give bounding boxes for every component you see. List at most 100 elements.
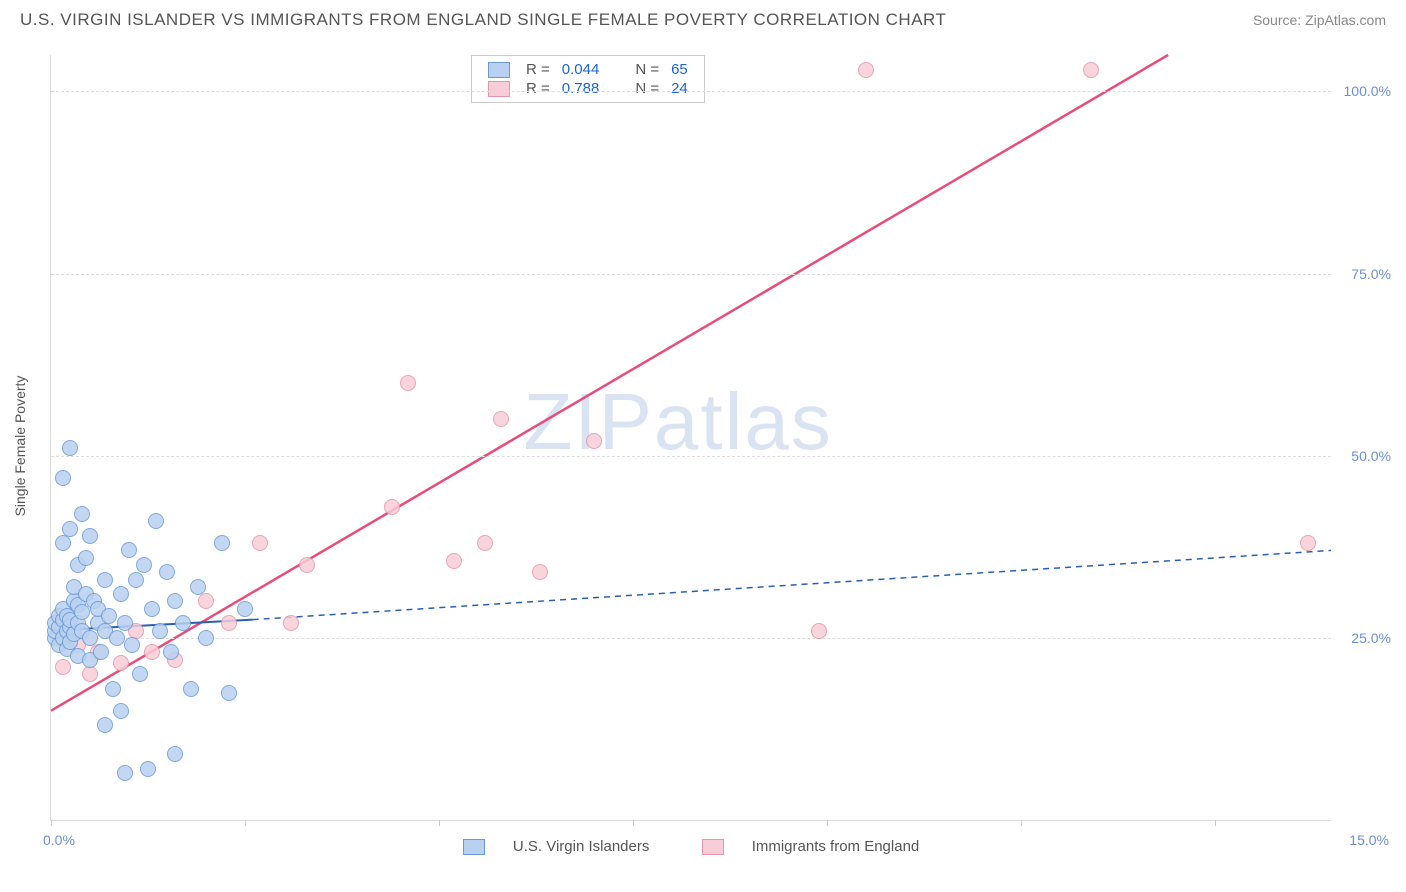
scatter-point-a — [113, 703, 129, 719]
watermark: ZIPatlas — [523, 376, 832, 468]
scatter-point-b — [493, 411, 509, 427]
scatter-point-a — [183, 681, 199, 697]
scatter-point-a — [82, 630, 98, 646]
n-label: N = — [629, 79, 665, 98]
ytick-label: 75.0% — [1336, 266, 1391, 282]
watermark-zip: ZIP — [523, 377, 653, 466]
scatter-point-b — [221, 615, 237, 631]
scatter-point-a — [74, 506, 90, 522]
swatch-a-icon — [463, 839, 485, 855]
xtick-mark — [1215, 820, 1216, 826]
legend-item-a: U.S. Virgin Islanders — [451, 838, 662, 855]
scatter-point-b — [55, 659, 71, 675]
scatter-point-a — [221, 685, 237, 701]
scatter-point-a — [97, 572, 113, 588]
r-label: R = — [520, 60, 556, 79]
scatter-point-a — [140, 761, 156, 777]
scatter-point-a — [136, 557, 152, 573]
series-legend: U.S. Virgin Islanders Immigrants from En… — [51, 838, 1331, 855]
scatter-point-a — [190, 579, 206, 595]
scatter-point-a — [163, 644, 179, 660]
scatter-point-a — [55, 535, 71, 551]
scatter-point-a — [148, 513, 164, 529]
scatter-point-a — [167, 746, 183, 762]
scatter-point-a — [97, 717, 113, 733]
scatter-point-a — [159, 564, 175, 580]
legend-row-b: R = 0.788 N = 24 — [482, 79, 694, 98]
xtick-mark — [827, 820, 828, 826]
legend-label-a: U.S. Virgin Islanders — [513, 838, 649, 855]
legend-row-a: R = 0.044 N = 65 — [482, 60, 694, 79]
r-value-a: 0.044 — [556, 60, 606, 79]
scatter-point-a — [121, 542, 137, 558]
scatter-point-a — [132, 666, 148, 682]
xtick-mark — [245, 820, 246, 826]
scatter-point-b — [477, 535, 493, 551]
gridline — [51, 638, 1331, 639]
scatter-point-b — [400, 375, 416, 391]
xtick-mark — [51, 820, 52, 826]
scatter-point-b — [384, 499, 400, 515]
scatter-point-b — [532, 564, 548, 580]
n-label: N = — [629, 60, 665, 79]
gridline — [51, 274, 1331, 275]
scatter-point-b — [82, 666, 98, 682]
scatter-point-b — [283, 615, 299, 631]
swatch-a-icon — [488, 62, 510, 78]
scatter-point-b — [113, 655, 129, 671]
scatter-point-a — [105, 681, 121, 697]
scatter-point-b — [811, 623, 827, 639]
n-value-b: 24 — [665, 79, 694, 98]
xtick-mark — [633, 820, 634, 826]
scatter-point-b — [446, 553, 462, 569]
gridline — [51, 91, 1331, 92]
scatter-plot: ZIPatlas R = 0.044 N = 65 R = 0.788 N = … — [50, 55, 1331, 821]
scatter-point-a — [113, 586, 129, 602]
xtick-label: 15.0% — [1349, 832, 1389, 848]
scatter-point-b — [586, 433, 602, 449]
scatter-point-a — [144, 601, 160, 617]
correlation-legend: R = 0.044 N = 65 R = 0.788 N = 24 — [471, 55, 705, 103]
n-value-a: 65 — [665, 60, 694, 79]
scatter-point-a — [78, 550, 94, 566]
scatter-point-b — [252, 535, 268, 551]
scatter-point-b — [144, 644, 160, 660]
scatter-point-b — [1083, 62, 1099, 78]
scatter-point-a — [117, 615, 133, 631]
gridline — [51, 456, 1331, 457]
r-label: R = — [520, 79, 556, 98]
scatter-point-b — [858, 62, 874, 78]
ytick-label: 25.0% — [1336, 630, 1391, 646]
scatter-point-a — [214, 535, 230, 551]
scatter-point-a — [55, 470, 71, 486]
scatter-point-a — [101, 608, 117, 624]
xtick-mark — [439, 820, 440, 826]
y-axis-label: Single Female Poverty — [12, 376, 28, 517]
scatter-point-b — [299, 557, 315, 573]
scatter-point-a — [117, 765, 133, 781]
regression-lines — [51, 55, 1331, 820]
scatter-point-b — [198, 593, 214, 609]
ytick-label: 50.0% — [1336, 448, 1391, 464]
scatter-point-a — [237, 601, 253, 617]
r-value-b: 0.788 — [556, 79, 606, 98]
scatter-point-a — [62, 521, 78, 537]
scatter-point-a — [93, 644, 109, 660]
ytick-label: 100.0% — [1336, 83, 1391, 99]
scatter-point-a — [152, 623, 168, 639]
scatter-point-a — [175, 615, 191, 631]
source-attribution: Source: ZipAtlas.com — [1253, 12, 1386, 28]
scatter-point-a — [198, 630, 214, 646]
swatch-b-icon — [702, 839, 724, 855]
watermark-atlas: atlas — [654, 377, 833, 466]
xtick-label: 0.0% — [43, 832, 75, 848]
scatter-point-a — [167, 593, 183, 609]
scatter-point-a — [128, 572, 144, 588]
scatter-point-b — [1300, 535, 1316, 551]
scatter-point-a — [62, 440, 78, 456]
scatter-point-a — [109, 630, 125, 646]
legend-item-b: Immigrants from England — [690, 838, 932, 855]
swatch-b-icon — [488, 81, 510, 97]
legend-label-b: Immigrants from England — [752, 838, 920, 855]
xtick-mark — [1021, 820, 1022, 826]
